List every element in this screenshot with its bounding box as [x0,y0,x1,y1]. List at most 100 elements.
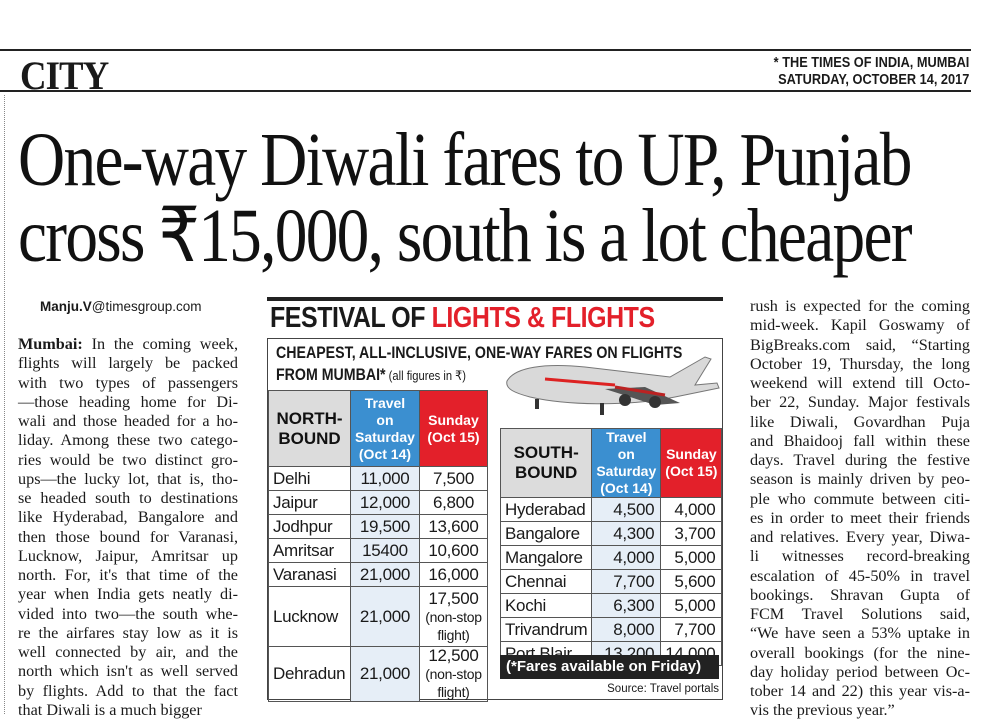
sunday-fare: 5,000 [674,547,716,567]
article-line: day holiday period between Oc- [750,662,970,681]
saturday-fare-cell: 15400 [350,538,420,563]
article-line: Mumbai: In the coming week, [18,335,238,354]
article-line: Lucknow, Jaipur, Amritsar up [18,546,238,565]
byline-name: Manju.V [40,299,92,314]
article-line: bookings. Shravan Gupta of [750,585,970,604]
sunday-fare: 13,600 [428,516,479,536]
masthead-paper: * THE TIMES OF INDIA, MUMBAI [773,55,969,71]
saturday-fare-cell: 4,500 [591,497,662,522]
article-line: tober 14 and 22) this year vis-a- [750,682,970,700]
saturday-fare-cell: 11,000 [350,466,420,491]
saturday-fare-cell: 4,000 [591,545,662,570]
article-line: escalation of 45-50% in travel [750,566,970,585]
article-line: li witnesses record-breaking [750,547,970,566]
city-cell: Chennai [499,569,593,594]
airplane-photo [506,356,720,415]
southbound-fares-table: SOUTH-BOUND Travel on Saturday (Oct 14) … [499,428,723,666]
table-row: Hyderabad 4,500 4,000 [499,497,723,522]
article-line: and relatives. Every year, Diwa- [750,528,970,546]
article-line: rush is expected for the coming [750,297,970,315]
sunday-fare: 12,500 [428,646,479,665]
article-line: then those bound for Varanasi, [18,527,238,546]
article-line: mid-week. Kapil Goswamy of [750,316,970,335]
article-line: wali and those headed for a ho- [18,412,238,430]
city-cell: Trivandrum [499,617,593,642]
saturday-fare-cell: 21,000 [350,646,420,702]
article-line: es in order to meet their friends [750,508,970,527]
article-line: se headed south to destinations [18,489,238,507]
table-row: Dehradun 21,000 12,500 (non-stop flight) [268,646,489,702]
north-header-city: NORTH-BOUND [268,390,351,467]
table-row: Jodhpur 19,500 13,600 [268,514,489,539]
article-line: that Diwali is a much bigger [18,700,202,719]
table-row: Bangalore 4,300 3,700 [499,521,723,546]
article-line: “We have seen a 53% uptake in [750,624,970,643]
sunday-fare-cell: 17,500 (non-stop flight) [418,586,489,647]
article-line: flights will largely be packed [18,354,238,373]
sunday-fare-cell: 10,600 [418,538,489,563]
fares-footnote: (*Fares available on Friday) [500,655,719,679]
article-line: overall bookings (for the nine- [750,643,970,662]
header-rule [0,90,971,92]
city-cell: Hyderabad [499,497,593,522]
saturday-fare-cell: 4,300 [591,521,662,546]
city-cell: Lucknow [268,586,351,647]
sunday-fare-cell: 12,500 (non-stop flight) [418,646,489,702]
table-row: Trivandrum 8,000 7,700 [499,617,723,642]
graphic-title: FESTIVAL OF LIGHTS & FLIGHTS [270,302,655,335]
article-line: —those heading home for Di- [18,392,238,411]
article-left-column: Mumbai: In the coming week, flights will … [18,335,238,720]
article-line: vis the previous year.” [750,701,895,720]
headline-line-1: One-way Diwali fares to UP, Punjab [18,118,912,202]
article-line: and Bhaidooj fall within these [750,431,970,450]
article-line: like Hyderabad, Bangalore and [18,508,238,527]
sunday-fare-cell: 5,600 [660,569,723,594]
city-cell: Jaipur [268,490,351,515]
article-line: north which isn't as well served [18,662,238,681]
sunday-fare-cell: 7,700 [660,617,723,642]
table-row: Varanasi 21,000 16,000 [268,562,489,587]
article-line: with two types of passengers [18,373,238,392]
table-row: Chennai 7,700 5,600 [499,569,723,594]
sunday-fare-cell: 7,500 [418,466,489,491]
city-cell: Amritsar [268,538,351,563]
sunday-fare: 3,700 [674,523,716,543]
city-cell: Jodhpur [268,514,351,539]
article-line: October 19, Thursday, the long [750,354,970,373]
south-header-saturday: Travel on Saturday (Oct 14) [591,428,662,498]
top-rule [0,49,971,51]
city-cell: Dehradun [268,646,351,702]
headline-line-2: cross ₹15,000, south is a lot cheaper [18,194,913,278]
saturday-fare-cell: 21,000 [350,586,420,647]
saturday-fare-cell: 19,500 [350,514,420,539]
saturday-fare-cell: 7,700 [591,569,662,594]
city-cell: Delhi [268,466,351,491]
sunday-fare: 17,500 [428,588,479,608]
article-line: well connected by air, and the [18,643,238,661]
byline: Manju.V@timesgroup.com [40,299,202,314]
saturday-fare-cell: 6,300 [591,593,662,618]
dateline: Mumbai: [18,335,83,353]
article-line: year when India gets neatly di- [18,585,238,604]
masthead-date: SATURDAY, OCTOBER 14, 2017 [777,72,969,88]
article-line: ple who commute between citi- [750,489,970,508]
sunday-fare-cell: 3,700 [660,521,723,546]
subtitle-note: (all figures in ₹) [385,368,467,383]
table-row: Amritsar 15400 10,600 [268,538,489,563]
south-header-sunday: Sunday (Oct 15) [660,428,723,498]
sunday-fare: 4,000 [674,499,716,519]
saturday-fare-cell: 12,000 [350,490,420,515]
graphic-subtitle: CHEAPEST, ALL-INCLUSIVE, ONE-WAY FARES O… [276,342,682,387]
subtitle-line-2: FROM MUMBAI* [276,366,386,384]
source-credit: Source: Travel portals [607,683,719,695]
sunday-fare: 7,700 [674,619,716,639]
sunday-fare-cell: 13,600 [418,514,489,539]
south-header-city: SOUTH-BOUND [499,428,593,498]
article-line: north. For, it's that time of the [18,566,238,584]
article-line: weekend will extend till Octo- [750,374,970,392]
sunday-fare-cell: 16,000 [418,562,489,587]
article-line: ries would be two distinct gro- [18,450,238,469]
table-row: Mangalore 4,000 5,000 [499,545,723,570]
subtitle-line-1: CHEAPEST, ALL-INCLUSIVE, ONE-WAY FARES O… [276,344,683,362]
title-black-part: FESTIVAL OF [270,302,432,334]
